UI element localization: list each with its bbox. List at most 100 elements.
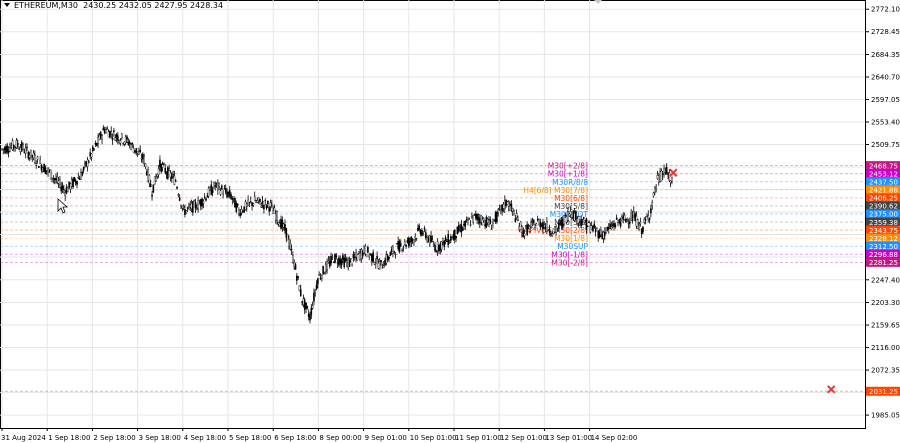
candle-body bbox=[422, 233, 424, 235]
x-tick-label: 1 Sep 18:00 bbox=[48, 434, 90, 442]
candle-body bbox=[74, 180, 77, 184]
candle-body bbox=[14, 146, 16, 148]
candle-body bbox=[530, 222, 532, 228]
candle-body bbox=[542, 222, 544, 230]
candle-body bbox=[60, 186, 63, 192]
candle-body bbox=[169, 172, 172, 178]
candle-body bbox=[15, 140, 18, 148]
candle-body bbox=[128, 141, 131, 145]
candle-body bbox=[174, 180, 177, 182]
candle-body bbox=[90, 153, 93, 158]
candle-body bbox=[613, 222, 615, 227]
level-price-text: 2437.50 bbox=[869, 178, 898, 186]
candle-body bbox=[298, 285, 301, 292]
candle-body bbox=[481, 219, 484, 226]
candle-body bbox=[134, 150, 136, 152]
level-label: H4[6/8] M30[7/8] bbox=[523, 186, 588, 195]
chart-shift-marker-icon[interactable] bbox=[594, 0, 602, 4]
candle-body bbox=[268, 207, 270, 212]
candle-body bbox=[44, 167, 47, 174]
candle-body bbox=[101, 135, 103, 140]
candle-body bbox=[299, 289, 302, 297]
candle-body bbox=[151, 194, 153, 197]
candle-body bbox=[207, 187, 210, 197]
candle-body bbox=[242, 211, 244, 213]
candle-body bbox=[439, 243, 442, 251]
candle-body bbox=[285, 227, 288, 238]
candle-body bbox=[335, 255, 338, 258]
candle-body bbox=[339, 258, 342, 264]
candle-body bbox=[132, 148, 135, 153]
candle-body bbox=[485, 216, 488, 228]
level-price-tag bbox=[866, 201, 900, 211]
candle-body bbox=[302, 298, 305, 305]
candle-body bbox=[334, 253, 336, 263]
candle-body bbox=[563, 215, 565, 225]
candle-body bbox=[464, 220, 467, 227]
candle-body bbox=[338, 257, 340, 266]
candle-body bbox=[347, 258, 349, 268]
candle-body bbox=[615, 217, 618, 220]
level-label: M30[6/8] bbox=[554, 194, 588, 203]
candle-body bbox=[24, 147, 27, 154]
candle-body bbox=[505, 199, 507, 206]
level-price-tag bbox=[866, 249, 900, 259]
x-tick-label: 9 Sep 01:00 bbox=[365, 434, 407, 442]
x-tick-label: 13 Sep 01:00 bbox=[545, 434, 592, 442]
candle-body bbox=[407, 238, 410, 247]
candle-body bbox=[307, 313, 310, 318]
candle-body bbox=[69, 183, 72, 190]
candle-body bbox=[415, 238, 418, 240]
candle-body bbox=[451, 237, 453, 240]
dropdown-triangle-icon[interactable] bbox=[4, 3, 10, 7]
candle-body bbox=[94, 143, 97, 145]
candle-body bbox=[352, 254, 355, 259]
candle-body bbox=[356, 254, 359, 261]
candle-body bbox=[498, 208, 501, 210]
candle-body bbox=[284, 224, 286, 231]
candle-body bbox=[517, 219, 519, 221]
candle-body bbox=[493, 219, 496, 221]
candle-body bbox=[601, 234, 603, 239]
candle-body bbox=[190, 203, 193, 209]
candle-body bbox=[39, 159, 41, 164]
candle-body bbox=[606, 226, 609, 231]
candle-body bbox=[239, 212, 242, 216]
candle-body bbox=[506, 201, 509, 206]
candle-body bbox=[554, 226, 556, 233]
candle-body bbox=[226, 192, 228, 198]
level-price-tag bbox=[866, 185, 900, 195]
candle-body bbox=[342, 255, 344, 260]
candle-body bbox=[659, 171, 661, 182]
candle-body bbox=[238, 209, 240, 215]
candle-body bbox=[447, 233, 449, 246]
candle-body bbox=[423, 228, 426, 230]
candle-body bbox=[272, 210, 274, 214]
candle-body bbox=[149, 183, 152, 188]
candle-body bbox=[510, 203, 513, 208]
candle-body bbox=[97, 136, 99, 144]
candle-body bbox=[623, 215, 626, 220]
candle-body bbox=[597, 230, 600, 238]
y-tick-label: 2116.00 bbox=[871, 344, 900, 352]
level-price-tag bbox=[866, 386, 900, 396]
candle-body bbox=[73, 177, 76, 182]
candle-body bbox=[585, 218, 588, 231]
candle-body bbox=[157, 168, 160, 175]
candle-body bbox=[425, 232, 427, 238]
candle-body bbox=[655, 186, 657, 189]
candle-body bbox=[330, 255, 332, 264]
candle-body bbox=[260, 205, 263, 208]
candle-body bbox=[288, 239, 290, 247]
candle-body bbox=[340, 260, 343, 266]
candle-body bbox=[167, 167, 169, 179]
candle-body bbox=[120, 133, 123, 139]
candle-body bbox=[259, 198, 261, 202]
candle-body bbox=[85, 161, 88, 167]
candle-body bbox=[643, 218, 646, 223]
candle-body bbox=[457, 225, 460, 232]
x-tick-label: 5 Sep 18:00 bbox=[229, 434, 271, 442]
candle-body bbox=[7, 150, 10, 153]
